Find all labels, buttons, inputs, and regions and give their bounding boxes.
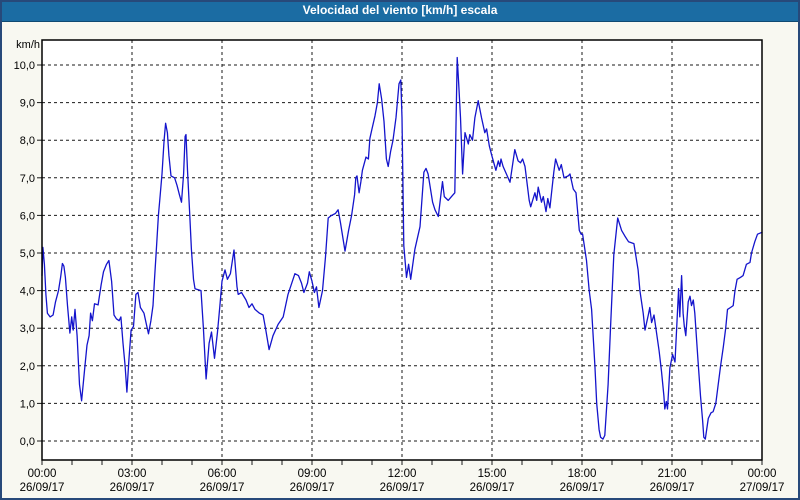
- y-axis-unit-label: km/h: [16, 39, 40, 51]
- plot-border: [41, 39, 763, 461]
- y-tick-label: 0,0: [20, 436, 35, 448]
- x-tick-time-label: 00:00: [28, 468, 57, 480]
- x-tick-date-label: 26/09/17: [650, 482, 695, 494]
- y-tick-label: 7,0: [20, 173, 35, 185]
- x-tick-date-label: 26/09/17: [290, 482, 335, 494]
- wind-speed-line: [41, 56, 763, 440]
- x-tick-time-label: 09:00: [298, 468, 327, 480]
- x-tick-time-label: 18:00: [568, 468, 597, 480]
- x-tick-time-label: 06:00: [208, 468, 237, 480]
- y-tick-label: 5,0: [20, 248, 35, 260]
- x-tick-time-label: 15:00: [478, 468, 507, 480]
- y-tick-label: 9,0: [20, 98, 35, 110]
- y-tick-label: 3,0: [20, 323, 35, 335]
- x-tick-date-label: 26/09/17: [200, 482, 245, 494]
- x-tick-time-label: 21:00: [658, 468, 687, 480]
- x-tick-date-label: 26/09/17: [380, 482, 425, 494]
- x-tick-date-label: 26/09/17: [110, 482, 155, 494]
- y-tick-label: 8,0: [20, 135, 35, 147]
- y-tick-label: 6,0: [20, 210, 35, 222]
- x-tick-date-label: 27/09/17: [740, 482, 785, 494]
- x-tick-date-label: 26/09/17: [20, 482, 65, 494]
- x-tick-date-label: 26/09/17: [560, 482, 605, 494]
- x-tick-date-label: 26/09/17: [470, 482, 515, 494]
- x-tick-time-label: 00:00: [748, 468, 777, 480]
- y-tick-label: 1,0: [20, 398, 35, 410]
- y-tick-label: 10,0: [14, 60, 35, 72]
- x-tick-time-label: 03:00: [118, 468, 147, 480]
- x-tick-time-label: 12:00: [388, 468, 417, 480]
- window-title-bar: Velocidad del viento [km/h] escala: [0, 0, 800, 22]
- y-tick-label: 2,0: [20, 361, 35, 373]
- window-title: Velocidad del viento [km/h] escala: [302, 3, 498, 17]
- y-tick-label: 4,0: [20, 286, 35, 298]
